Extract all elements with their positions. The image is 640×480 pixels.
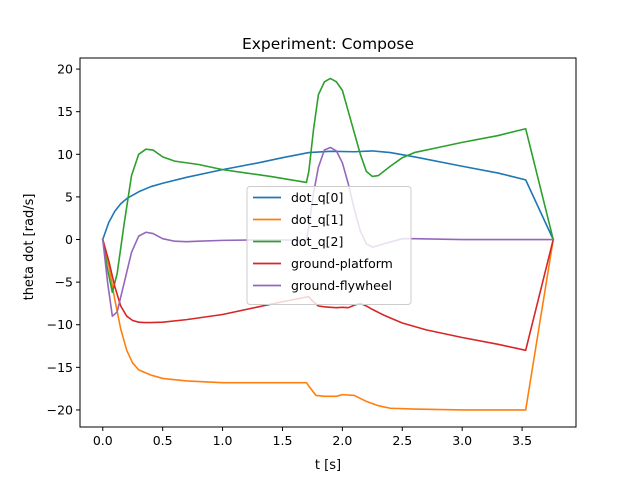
legend-label: dot_q[2] bbox=[291, 234, 343, 249]
y-tick-label: −20 bbox=[47, 402, 73, 417]
series-layer bbox=[101, 77, 555, 411]
series-line-3 bbox=[101, 238, 555, 352]
x-tick-label: 0.0 bbox=[93, 433, 113, 448]
x-tick-label: 1.0 bbox=[213, 433, 233, 448]
x-tick-label: 3.0 bbox=[452, 433, 472, 448]
legend-label: ground-flywheel bbox=[291, 278, 392, 293]
axes-frame bbox=[79, 57, 577, 428]
legend: dot_q[0] dot_q[1] dot_q[2] ground-platform g… bbox=[246, 186, 412, 305]
chart-title: Experiment: Compose bbox=[242, 35, 414, 53]
legend-label: ground-platform bbox=[291, 256, 393, 271]
y-tick-label: −15 bbox=[47, 360, 73, 375]
x-tick-label: 0.5 bbox=[153, 433, 173, 448]
y-tick-label: −5 bbox=[55, 275, 73, 290]
legend-label: dot_q[1] bbox=[291, 212, 343, 227]
y-tick-label: −10 bbox=[47, 317, 73, 332]
y-tick-label: 20 bbox=[57, 62, 73, 77]
x-tick-label: 3.5 bbox=[512, 433, 532, 448]
x-tick-label: 2.5 bbox=[392, 433, 412, 448]
series-line-0 bbox=[101, 150, 555, 241]
x-axis: 0.0 0.5 1.0 1.5 2.0 2.5 3.0 3.5 bbox=[93, 427, 532, 448]
x-tick-label: 2.0 bbox=[332, 433, 352, 448]
y-tick-label: 15 bbox=[57, 104, 73, 119]
series-line-1 bbox=[101, 238, 555, 411]
series-line-2 bbox=[101, 77, 555, 294]
y-tick-label: 10 bbox=[57, 147, 73, 162]
y-axis: −20 −15 −10 −5 0 5 10 15 20 bbox=[47, 62, 80, 417]
y-axis-label: theta dot [rad/s] bbox=[22, 194, 37, 301]
legend-label: dot_q[0] bbox=[291, 190, 343, 205]
x-tick-label: 1.5 bbox=[273, 433, 293, 448]
legend-box bbox=[246, 186, 412, 305]
y-tick-label: 0 bbox=[65, 232, 73, 247]
y-tick-label: 5 bbox=[65, 189, 73, 204]
x-axis-label: t [s] bbox=[315, 458, 341, 473]
